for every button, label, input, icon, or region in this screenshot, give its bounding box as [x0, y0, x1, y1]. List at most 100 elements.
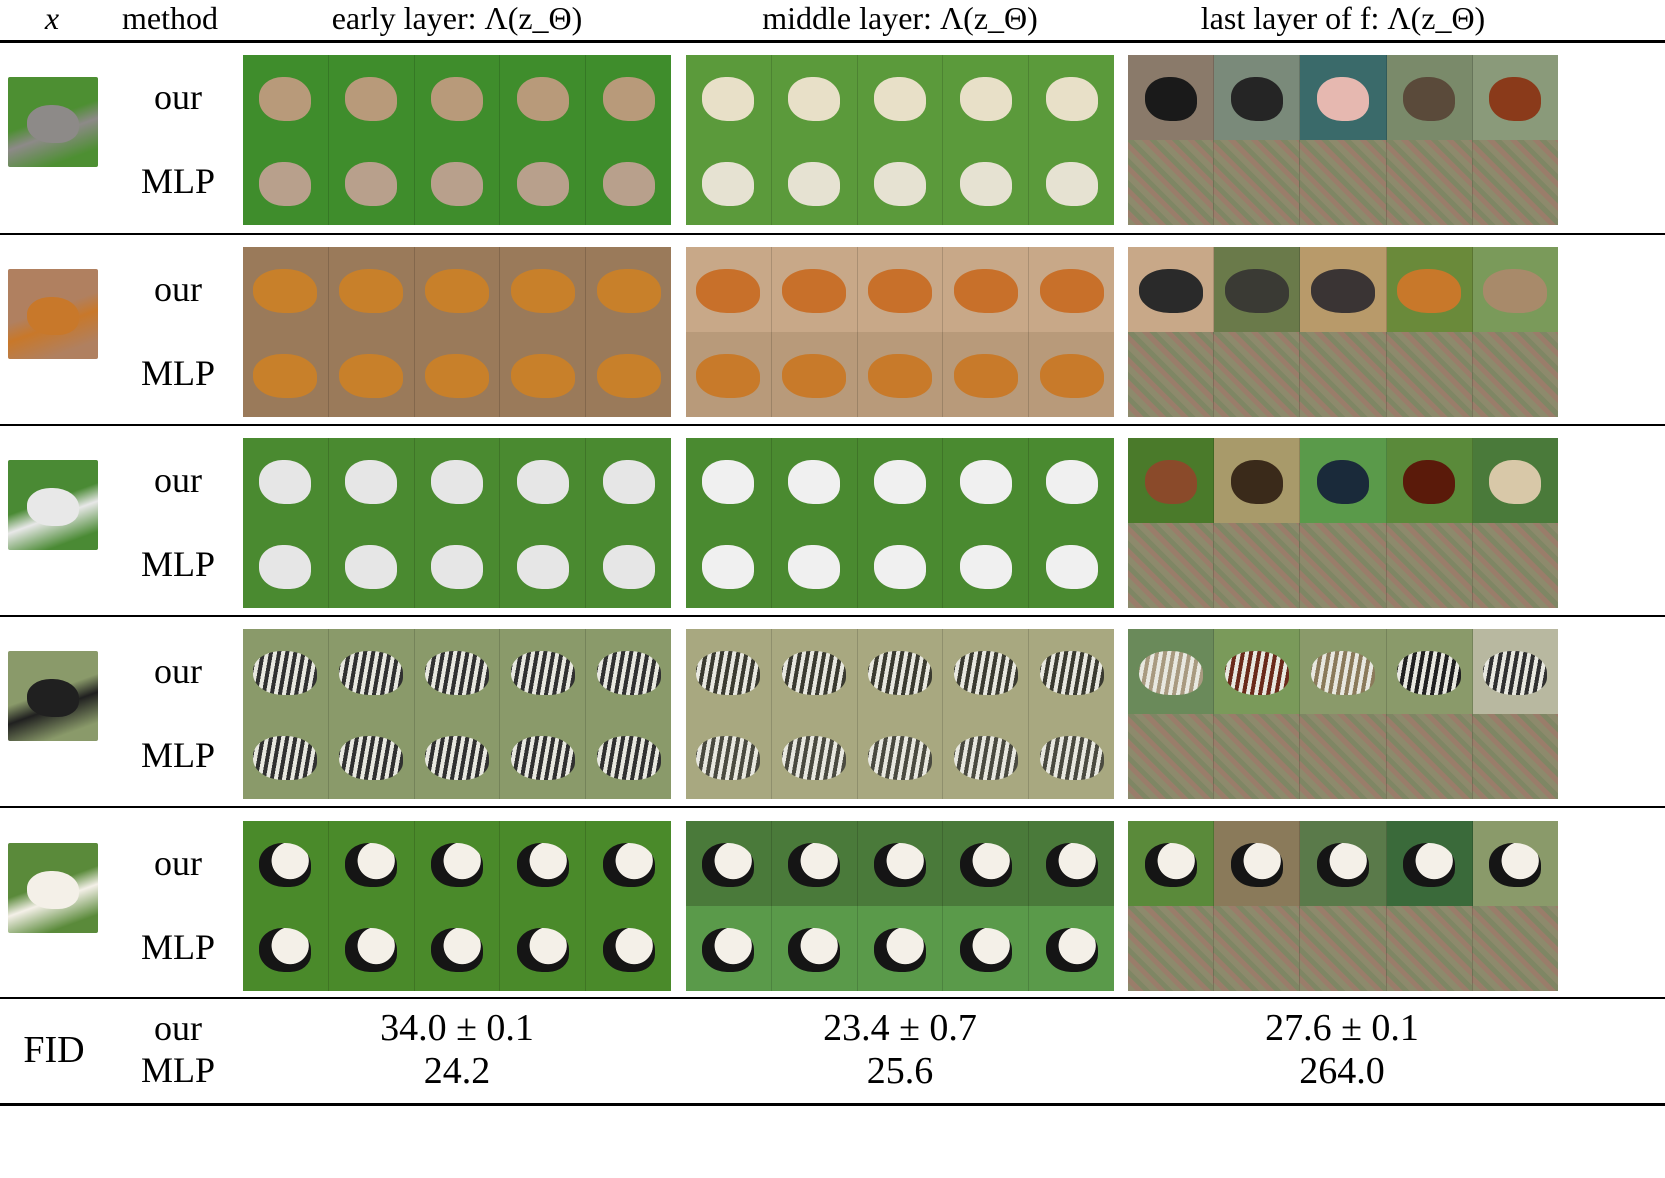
- subject-shape: [510, 354, 575, 399]
- row-divider: [0, 615, 1665, 617]
- subject-shape: [782, 269, 847, 314]
- subject-shape: [516, 460, 569, 505]
- subject-shape: [1489, 843, 1542, 888]
- subject-shape: [953, 651, 1018, 696]
- method-label-our: our: [154, 269, 202, 309]
- generated-sample: [943, 332, 1030, 417]
- fid-middle-mlp: 25.6: [866, 1050, 934, 1092]
- generated-sample: [243, 438, 329, 523]
- input-thumbnail: [8, 77, 98, 167]
- subject-shape: [602, 928, 655, 973]
- subject-shape: [345, 162, 398, 207]
- generated-sample: [1472, 247, 1558, 332]
- subject-shape: [867, 736, 932, 781]
- subject-shape: [510, 736, 575, 781]
- generated-sample: [771, 438, 858, 523]
- subject-shape: [1317, 843, 1369, 888]
- subject-shape: [596, 736, 661, 781]
- mid-mlp-strip: [686, 140, 1114, 225]
- generated-sample: [943, 140, 1030, 225]
- generated-sample: [686, 140, 772, 225]
- mid-our-strip: [686, 247, 1114, 332]
- generated-sample: [1300, 629, 1387, 714]
- generated-sample: [1300, 714, 1387, 799]
- early-mlp-strip: [243, 714, 671, 799]
- generated-sample: [586, 247, 671, 332]
- subject-shape: [345, 77, 398, 122]
- generated-sample: [1472, 821, 1558, 906]
- subject-shape: [873, 928, 926, 973]
- subject-shape: [596, 269, 661, 314]
- generated-sample: [1472, 714, 1558, 799]
- generated-sample: [1214, 55, 1301, 140]
- subject-shape: [602, 545, 655, 590]
- row-divider: [0, 424, 1665, 426]
- generated-sample: [1472, 906, 1558, 991]
- fid-last-mlp: 264.0: [1299, 1050, 1385, 1092]
- subject-shape: [959, 545, 1012, 590]
- generated-sample: [771, 523, 858, 608]
- subject-shape: [782, 651, 847, 696]
- generated-sample: [686, 55, 772, 140]
- subject-shape: [696, 651, 761, 696]
- generated-sample: [857, 821, 944, 906]
- subject-shape: [959, 77, 1012, 122]
- subject-shape: [1045, 843, 1098, 888]
- subject-shape: [516, 843, 569, 888]
- subject-shape: [253, 651, 318, 696]
- generated-sample: [1386, 247, 1473, 332]
- method-label-mlp: MLP: [140, 161, 216, 201]
- subject-shape: [1403, 77, 1456, 122]
- generated-sample: [1472, 629, 1558, 714]
- generated-sample: [1472, 438, 1558, 523]
- subject-shape: [788, 545, 841, 590]
- subject-shape: [873, 843, 926, 888]
- generated-sample: [243, 821, 329, 906]
- subject-shape: [339, 651, 404, 696]
- generated-sample: [686, 332, 772, 417]
- subject-shape: [424, 354, 489, 399]
- generated-sample: [1214, 438, 1301, 523]
- subject-shape: [959, 843, 1012, 888]
- generated-sample: [414, 55, 501, 140]
- generated-sample: [1300, 821, 1387, 906]
- subject-shape: [339, 736, 404, 781]
- subject-shape: [1483, 269, 1548, 314]
- subject-shape: [430, 545, 483, 590]
- fid-mlp-label: MLP: [140, 1050, 216, 1090]
- subject-shape: [516, 162, 569, 207]
- generated-sample: [1386, 821, 1473, 906]
- subject-shape: [424, 651, 489, 696]
- generated-sample: [328, 523, 415, 608]
- generated-sample: [328, 714, 415, 799]
- generated-sample: [857, 714, 944, 799]
- header-x: x: [44, 0, 60, 36]
- generated-sample: [1300, 140, 1387, 225]
- subject-shape: [788, 843, 841, 888]
- subject-shape: [1311, 269, 1375, 314]
- generated-sample: [500, 247, 587, 332]
- generated-sample: [243, 247, 329, 332]
- last-our-strip: [1128, 438, 1558, 523]
- subject-shape: [1397, 651, 1462, 696]
- generated-sample: [771, 629, 858, 714]
- generated-sample: [857, 332, 944, 417]
- generated-sample: [1214, 140, 1301, 225]
- subject-shape: [696, 736, 761, 781]
- generated-sample: [586, 140, 671, 225]
- subject-shape: [27, 296, 79, 335]
- generated-sample: [414, 821, 501, 906]
- bottom-rule: [0, 1103, 1665, 1106]
- generated-sample: [1300, 438, 1387, 523]
- generated-sample: [857, 438, 944, 523]
- mid-mlp-strip: [686, 523, 1114, 608]
- subject-shape: [1144, 843, 1197, 888]
- subject-shape: [345, 460, 398, 505]
- row-divider: [0, 233, 1665, 235]
- subject-shape: [953, 736, 1018, 781]
- generated-sample: [1214, 247, 1301, 332]
- generated-sample: [1386, 714, 1473, 799]
- subject-shape: [1039, 354, 1104, 399]
- input-thumbnail: [8, 843, 98, 933]
- subject-shape: [27, 487, 79, 526]
